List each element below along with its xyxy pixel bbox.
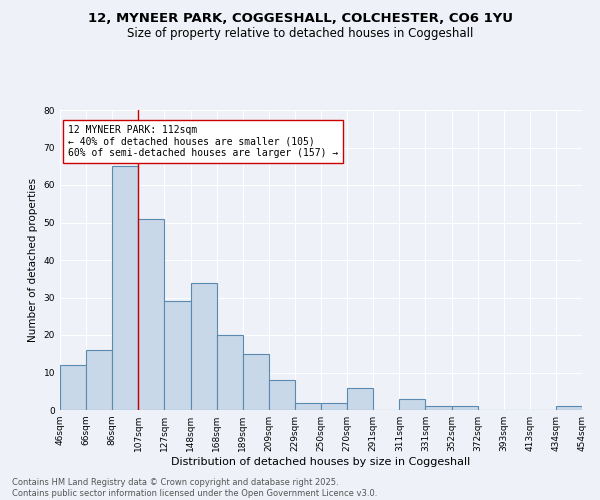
Bar <box>139 219 164 410</box>
Bar <box>295 402 321 410</box>
Text: 12 MYNEER PARK: 112sqm
← 40% of detached houses are smaller (105)
60% of semi-de: 12 MYNEER PARK: 112sqm ← 40% of detached… <box>68 125 338 158</box>
Text: Contains HM Land Registry data © Crown copyright and database right 2025.
Contai: Contains HM Land Registry data © Crown c… <box>12 478 377 498</box>
Bar <box>191 282 217 410</box>
Text: Size of property relative to detached houses in Coggeshall: Size of property relative to detached ho… <box>127 28 473 40</box>
Bar <box>556 406 582 410</box>
Bar <box>60 365 86 410</box>
Bar <box>269 380 295 410</box>
Bar <box>400 399 425 410</box>
Bar <box>217 335 243 410</box>
Bar <box>425 406 452 410</box>
Bar <box>112 166 139 410</box>
X-axis label: Distribution of detached houses by size in Coggeshall: Distribution of detached houses by size … <box>172 457 470 467</box>
Bar <box>347 388 373 410</box>
Text: 12, MYNEER PARK, COGGESHALL, COLCHESTER, CO6 1YU: 12, MYNEER PARK, COGGESHALL, COLCHESTER,… <box>88 12 512 26</box>
Bar <box>164 301 191 410</box>
Bar <box>452 406 478 410</box>
Bar <box>321 402 347 410</box>
Bar <box>86 350 112 410</box>
Bar <box>243 354 269 410</box>
Y-axis label: Number of detached properties: Number of detached properties <box>28 178 38 342</box>
